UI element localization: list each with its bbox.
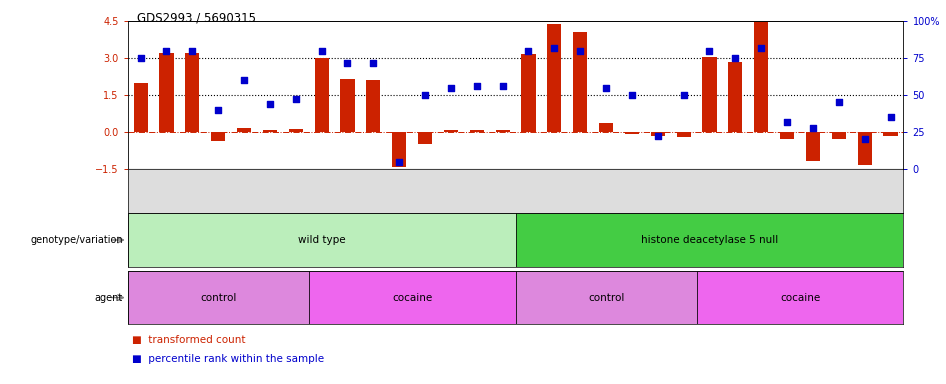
Text: ■  transformed count: ■ transformed count [132,335,246,345]
Bar [806,132,820,161]
Bar [573,32,587,132]
Bar [128,213,516,267]
Text: control: control [200,293,236,303]
Bar [444,130,458,132]
Bar [128,271,308,324]
Bar [314,58,329,132]
Point [289,96,304,103]
Bar [185,53,200,132]
Text: control: control [587,293,624,303]
Text: agent: agent [95,293,123,303]
Point [805,124,820,131]
Bar [547,23,562,132]
Bar [832,132,846,139]
Text: GDS2993 / 5690315: GDS2993 / 5690315 [137,12,256,25]
Bar [624,132,639,134]
Point [444,84,459,91]
Text: wild type: wild type [298,235,345,245]
Bar [496,130,510,132]
Point [133,55,149,61]
Point [727,55,743,61]
Point [184,48,200,54]
Point [392,159,407,165]
Bar [516,213,903,267]
Bar [133,83,148,132]
Bar [469,130,484,132]
Bar [289,129,303,132]
Point [159,48,174,54]
Bar [418,132,432,144]
Bar [728,62,743,132]
Bar [780,132,795,139]
Bar [366,80,380,132]
Bar [521,54,535,132]
Bar [884,132,898,136]
Point [780,119,795,125]
Text: ■  percentile rank within the sample: ■ percentile rank within the sample [132,354,324,364]
Bar [857,132,872,165]
Point [857,136,872,142]
Point [495,83,510,89]
Bar [516,271,696,324]
Bar [651,132,665,136]
Point [417,92,432,98]
Bar [341,79,355,132]
Point [547,45,562,51]
Point [650,133,665,139]
Point [314,48,329,54]
Point [702,48,717,54]
Text: cocaine: cocaine [392,293,432,303]
Point [599,84,614,91]
Bar [676,132,691,137]
Point [469,83,484,89]
Bar [211,132,225,141]
Bar [159,53,174,132]
Bar [308,271,516,324]
Text: cocaine: cocaine [780,293,820,303]
Point [521,48,536,54]
Point [572,48,587,54]
Point [832,99,847,106]
Point [366,60,381,66]
Bar [236,127,252,132]
Point [624,92,639,98]
Bar [754,22,768,132]
Text: histone deacetylase 5 null: histone deacetylase 5 null [640,235,779,245]
Point [211,107,226,113]
Bar [599,122,613,132]
Point [754,45,769,51]
Bar [263,130,277,132]
Point [262,101,277,107]
Point [883,114,898,120]
Bar [702,57,717,132]
Point [676,92,692,98]
Point [236,77,252,83]
Bar [392,132,407,167]
Text: genotype/variation: genotype/variation [30,235,123,245]
Bar [696,271,903,324]
Point [340,60,355,66]
